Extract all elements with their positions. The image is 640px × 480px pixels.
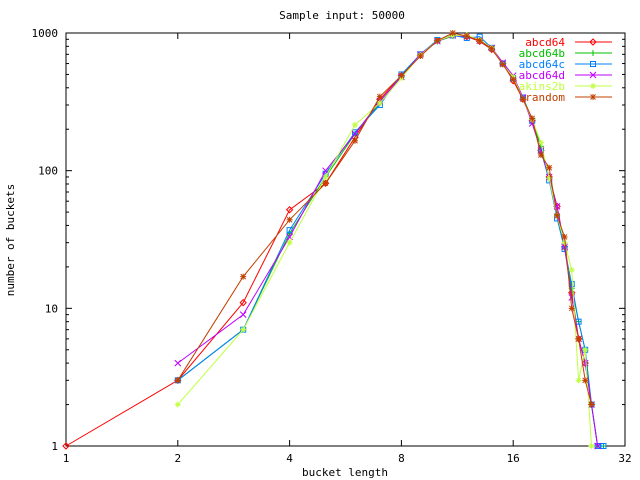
legend-label: random xyxy=(525,91,565,104)
x-axis: 1 2 4 8 16 32 xyxy=(63,33,632,465)
data-point xyxy=(351,137,358,144)
data-point xyxy=(398,72,405,79)
x-tick-label: 1 xyxy=(63,452,70,465)
data-point xyxy=(575,377,582,384)
legend-marker xyxy=(590,83,596,89)
data-point xyxy=(510,76,517,83)
y-tick-label: 1000 xyxy=(32,27,59,40)
chart-title: Sample input: 50000 xyxy=(279,9,405,22)
data-point xyxy=(537,139,544,146)
x-tick-label: 16 xyxy=(507,452,520,465)
data-point xyxy=(463,33,470,40)
series-line xyxy=(65,34,592,447)
series-abcd64 xyxy=(62,31,596,450)
plot-frame xyxy=(65,32,626,447)
data-point xyxy=(554,212,561,219)
data-point xyxy=(174,401,181,408)
series-layer xyxy=(62,30,607,450)
x-tick-label: 32 xyxy=(618,452,631,465)
data-point xyxy=(351,130,359,138)
data-point xyxy=(286,239,293,246)
data-point xyxy=(546,164,553,171)
legend-marker xyxy=(590,61,596,67)
x-tick-label: 4 xyxy=(286,452,293,465)
x-axis-label: bucket length xyxy=(302,466,388,479)
data-point xyxy=(449,30,456,36)
data-point xyxy=(174,377,181,384)
data-point xyxy=(561,233,568,240)
legend-marker xyxy=(589,38,597,46)
series-random xyxy=(174,30,595,408)
data-point xyxy=(561,239,568,246)
data-point xyxy=(529,115,536,122)
x-tick-label: 8 xyxy=(398,452,405,465)
legend-label: abcd64c xyxy=(519,58,565,71)
data-point xyxy=(568,305,575,312)
data-point xyxy=(62,442,70,450)
data-point xyxy=(286,227,293,234)
data-point xyxy=(351,129,358,136)
data-point xyxy=(434,37,441,44)
y-tick-label: 100 xyxy=(38,165,58,178)
data-point xyxy=(376,100,383,107)
data-point xyxy=(239,298,247,307)
data-point xyxy=(588,401,595,408)
data-point xyxy=(594,442,601,450)
legend-label: akins2b xyxy=(519,80,565,93)
series-line xyxy=(177,34,599,447)
legend-marker xyxy=(590,50,596,56)
data-point xyxy=(322,180,329,187)
data-point xyxy=(417,53,424,60)
data-point xyxy=(488,45,495,52)
data-point xyxy=(499,61,506,68)
data-point xyxy=(519,96,526,103)
data-point xyxy=(600,443,607,449)
data-point xyxy=(537,151,544,158)
data-point xyxy=(546,175,553,182)
legend-label: abcd64b xyxy=(519,47,565,60)
data-point xyxy=(568,266,575,273)
data-point xyxy=(174,359,182,367)
data-point xyxy=(285,206,294,214)
x-tick-label: 2 xyxy=(174,452,181,465)
data-point xyxy=(240,273,247,280)
data-point xyxy=(476,37,483,44)
legend-marker xyxy=(590,94,596,100)
data-point xyxy=(575,335,582,342)
data-point xyxy=(376,93,383,100)
data-point xyxy=(351,121,358,128)
legend-marker xyxy=(589,71,597,79)
data-point xyxy=(240,326,247,333)
data-point xyxy=(286,216,293,223)
data-point xyxy=(582,377,589,384)
y-axis-label: number of buckets xyxy=(4,184,17,297)
data-point xyxy=(582,346,589,353)
legend-label: abcd64d xyxy=(519,69,565,82)
data-point xyxy=(588,443,595,449)
data-point xyxy=(322,173,329,180)
data-point xyxy=(239,311,247,318)
y-tick-label: 10 xyxy=(45,302,58,315)
y-axis: 1 10 100 1000 xyxy=(32,27,625,453)
y-tick-label: 1 xyxy=(51,440,58,453)
legend-label: abcd64 xyxy=(525,36,565,49)
